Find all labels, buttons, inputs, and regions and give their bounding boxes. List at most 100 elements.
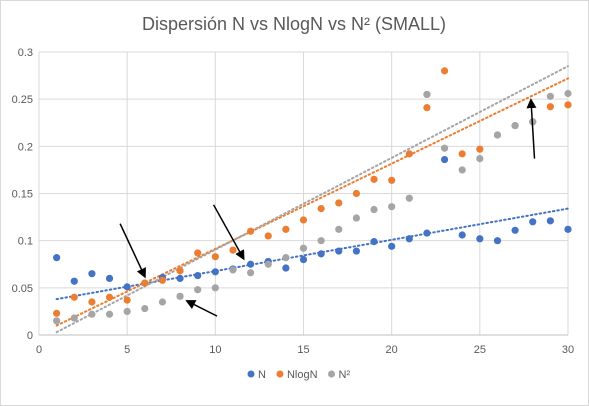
x-tick-label: 20 bbox=[386, 344, 398, 356]
data-point-NlogN bbox=[158, 276, 167, 284]
y-tick-label: 0.05 bbox=[12, 283, 33, 295]
data-point-N² bbox=[405, 194, 413, 202]
annotation-arrow bbox=[119, 223, 146, 279]
data-point-N² bbox=[247, 269, 255, 277]
data-point-NlogN bbox=[88, 298, 96, 306]
annotations bbox=[119, 98, 537, 317]
data-point-N² bbox=[229, 266, 237, 274]
trendline-N² bbox=[55, 65, 569, 334]
data-point-N² bbox=[176, 292, 184, 300]
data-point-N bbox=[440, 155, 449, 164]
data-point-N bbox=[335, 247, 343, 255]
data-point-N bbox=[53, 254, 61, 262]
data-point-NlogN bbox=[70, 293, 78, 301]
data-point-N² bbox=[88, 310, 96, 318]
x-tick-label: 25 bbox=[474, 344, 486, 356]
x-tick-label: 15 bbox=[297, 344, 309, 356]
data-point-N² bbox=[105, 310, 114, 318]
data-point-NlogN bbox=[176, 267, 184, 275]
annotation-arrow bbox=[212, 204, 245, 261]
data-point-N² bbox=[352, 214, 360, 222]
axes: 0 0.05 0.1 0.15 0.2 0.25 0.3 0 5 10 15 20 25 30 bbox=[12, 47, 575, 356]
data-point-NlogN bbox=[123, 296, 131, 304]
data-point-N bbox=[458, 231, 466, 239]
trendline-N bbox=[55, 207, 569, 301]
data-point-N bbox=[493, 237, 502, 245]
chart-title: Dispersión N vs NlogN vs N² (SMALL) bbox=[142, 14, 446, 34]
data-point-N bbox=[352, 247, 360, 255]
data-point-NlogN bbox=[546, 103, 554, 111]
data-point-N² bbox=[546, 92, 554, 100]
data-point-N² bbox=[317, 237, 325, 245]
data-point-N bbox=[88, 270, 96, 278]
data-point-NlogN bbox=[211, 253, 219, 261]
y-tick-label: 0.15 bbox=[12, 189, 33, 201]
x-tick-label: 0 bbox=[36, 344, 42, 356]
data-point-N bbox=[282, 264, 290, 272]
data-point-N bbox=[123, 283, 131, 291]
legend-label-NlogN: NlogN bbox=[287, 369, 318, 381]
data-point-N bbox=[105, 274, 114, 282]
data-point-N² bbox=[194, 286, 202, 294]
data-point-N bbox=[546, 217, 554, 225]
data-point-N bbox=[317, 250, 325, 258]
data-point-N bbox=[247, 260, 255, 268]
legend-marker-NlogN bbox=[276, 370, 284, 378]
legend-marker-N bbox=[247, 370, 255, 378]
annotation-arrow bbox=[185, 300, 218, 317]
data-point-N bbox=[211, 268, 219, 276]
y-tick-label: 0.3 bbox=[18, 47, 33, 59]
data-point-NlogN bbox=[405, 150, 413, 158]
data-point-N² bbox=[476, 154, 484, 163]
data-point-N² bbox=[70, 314, 78, 322]
data-point-N² bbox=[458, 166, 466, 174]
data-point-NlogN bbox=[370, 175, 378, 183]
data-point-N² bbox=[388, 203, 396, 211]
x-tick-label: 30 bbox=[562, 344, 574, 356]
data-point-N² bbox=[211, 284, 219, 292]
y-tick-label: 0 bbox=[27, 330, 33, 342]
data-point-NlogN bbox=[229, 246, 237, 254]
data-point-NlogN bbox=[388, 176, 396, 184]
data-point-NlogN bbox=[299, 216, 308, 224]
data-point-N² bbox=[564, 89, 572, 98]
data-point-NlogN bbox=[458, 150, 466, 158]
data-point-NlogN bbox=[282, 225, 290, 233]
data-point-N² bbox=[493, 131, 502, 139]
y-tick-label: 0.25 bbox=[12, 94, 33, 106]
legend-label-N: N bbox=[258, 369, 266, 381]
data-point-NlogN bbox=[423, 104, 431, 112]
data-point-NlogN bbox=[335, 199, 343, 207]
data-point-NlogN bbox=[476, 145, 484, 153]
legend: N NlogN N² bbox=[247, 369, 351, 381]
data-point-NlogN bbox=[440, 67, 449, 75]
data-point-NlogN bbox=[352, 189, 360, 198]
data-point-N² bbox=[299, 244, 308, 252]
data-point-N² bbox=[511, 121, 519, 130]
annotation-arrow bbox=[526, 98, 537, 159]
data-point-N bbox=[176, 274, 184, 282]
data-point-NlogN bbox=[141, 279, 149, 287]
data-point-N bbox=[511, 226, 519, 234]
data-point-N² bbox=[335, 225, 343, 233]
data-point-N bbox=[299, 255, 308, 264]
data-point-NlogN bbox=[53, 309, 61, 317]
data-point-NlogN bbox=[264, 232, 272, 240]
data-point-N bbox=[529, 218, 537, 226]
legend-marker-N² bbox=[328, 370, 336, 378]
data-point-N² bbox=[158, 298, 167, 306]
data-point-N bbox=[423, 229, 431, 237]
y-tick-label: 0.1 bbox=[18, 236, 33, 248]
data-point-N² bbox=[123, 307, 131, 316]
data-point-NlogN bbox=[564, 101, 572, 109]
x-tick-label: 10 bbox=[209, 344, 221, 356]
data-point-N² bbox=[141, 304, 149, 313]
data-point-N² bbox=[282, 254, 290, 262]
data-point-NlogN bbox=[194, 249, 202, 257]
data-point-NlogN bbox=[317, 204, 325, 213]
data-point-N bbox=[388, 242, 396, 250]
legend-label-N²: N² bbox=[339, 369, 351, 381]
data-point-NlogN bbox=[105, 293, 114, 301]
x-tick-label: 5 bbox=[124, 344, 130, 356]
